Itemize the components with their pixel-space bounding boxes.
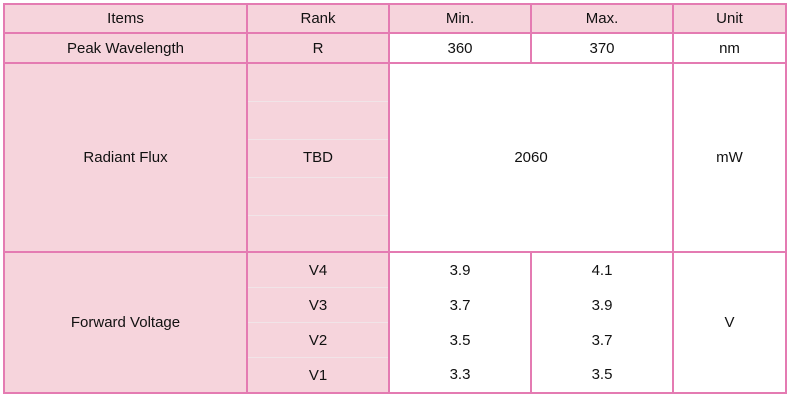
- item-cell: Peak Wavelength: [3, 32, 248, 64]
- rank-cell: V4: [246, 251, 390, 288]
- max-cell: 4.1: [530, 251, 674, 288]
- header-cell: Max.: [530, 3, 674, 34]
- item-cell: Radiant Flux: [3, 62, 248, 253]
- rank-cell: V3: [246, 287, 390, 323]
- item-cell: Forward Voltage: [3, 251, 248, 394]
- row: V3 3.7 3.9: [4, 287, 786, 323]
- min-cell: 3.7: [388, 287, 532, 323]
- min-cell: 360: [388, 32, 532, 64]
- min-cell: 3.9: [388, 251, 532, 288]
- header-cell: Unit: [672, 3, 787, 34]
- row: V1 3.3 3.5: [4, 357, 786, 394]
- unit-cell: mW: [672, 62, 787, 253]
- header-cell: Items: [3, 3, 248, 34]
- rank-cell: V2: [246, 322, 390, 358]
- max-cell: 3.5: [530, 357, 674, 394]
- unit-cell: nm: [672, 32, 787, 64]
- value-cell: 2060: [388, 62, 674, 253]
- rank-cell: R: [246, 32, 390, 64]
- header-row: Items Rank Min. Max. Unit: [3, 3, 787, 34]
- min-cell: 3.3: [388, 357, 532, 394]
- header-cell: Rank: [246, 3, 390, 34]
- row: Radiant Flux TBD 2060 mW: [3, 62, 787, 253]
- rank-cell: V1: [246, 357, 390, 394]
- max-cell: 370: [530, 32, 674, 64]
- row: Forward Voltage V4 3.9 4.1 V: [3, 251, 787, 394]
- row: Peak Wavelength R 360 370 nm: [3, 32, 787, 64]
- max-cell: 3.9: [530, 287, 674, 323]
- spec-table: Items Rank Min. Max. Unit Peak Wavelengt…: [3, 3, 787, 394]
- min-cell: 3.5: [388, 322, 532, 358]
- rank-cell: TBD: [246, 62, 390, 253]
- max-cell: 3.7: [530, 322, 674, 358]
- header-cell: Min.: [388, 3, 532, 34]
- unit-cell: V: [672, 251, 787, 394]
- row: V2 3.5 3.7: [4, 322, 786, 358]
